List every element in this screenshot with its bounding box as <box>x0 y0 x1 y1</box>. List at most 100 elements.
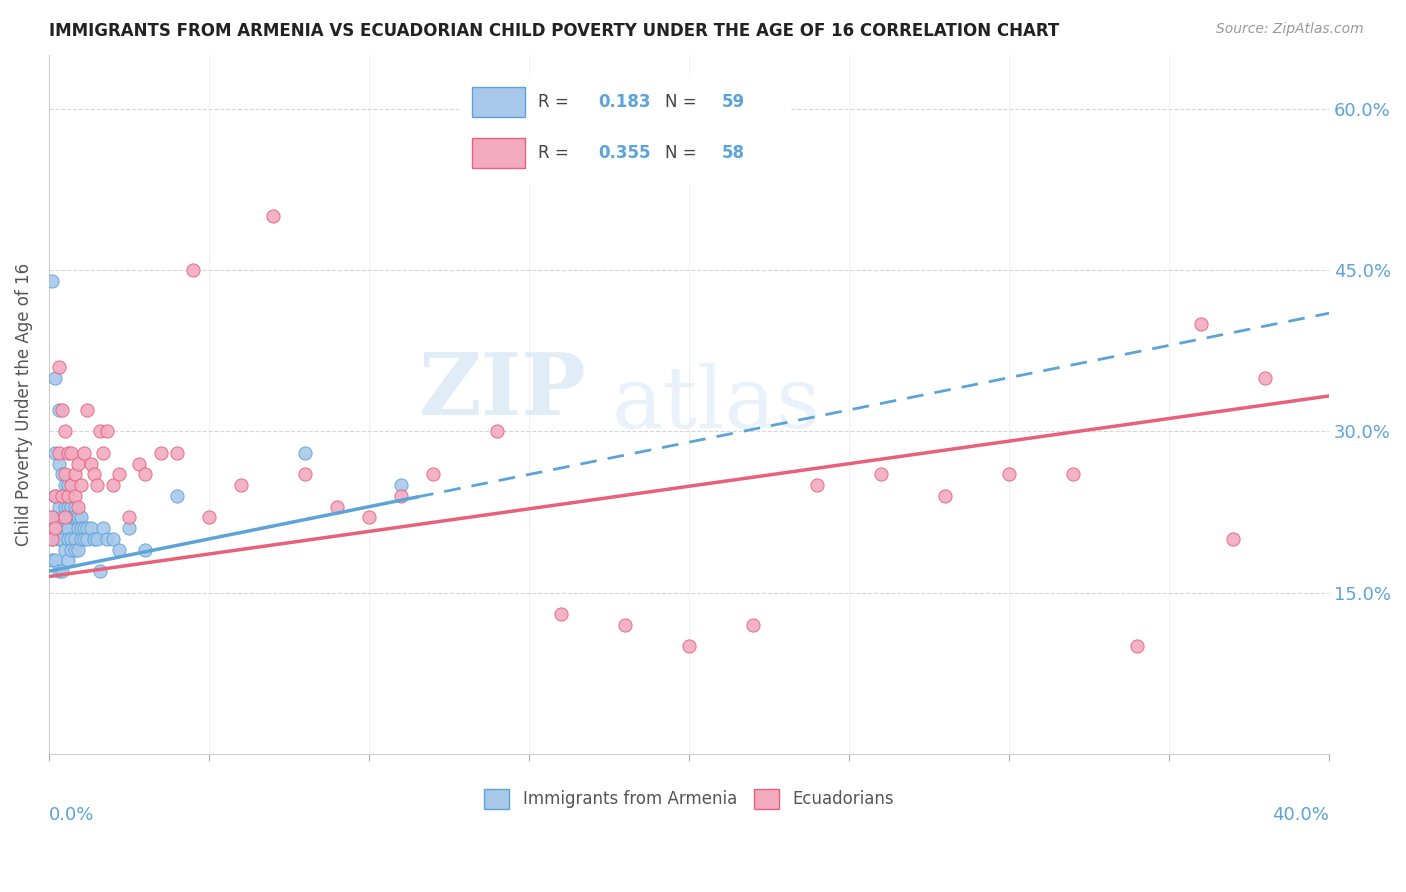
Point <box>48 457 70 471</box>
Point <box>51 564 73 578</box>
Point <box>41 510 63 524</box>
Point <box>181 263 204 277</box>
Point <box>614 618 637 632</box>
Text: Source: ZipAtlas.com: Source: ZipAtlas.com <box>1216 22 1364 37</box>
Point <box>41 532 63 546</box>
Point <box>63 489 86 503</box>
Y-axis label: Child Poverty Under the Age of 16: Child Poverty Under the Age of 16 <box>15 263 32 546</box>
Point <box>53 500 76 514</box>
Point <box>294 446 316 460</box>
Point <box>66 500 89 514</box>
Point <box>48 532 70 546</box>
Point <box>53 467 76 482</box>
Point <box>63 510 86 524</box>
Text: 40.0%: 40.0% <box>1272 806 1329 824</box>
Point <box>53 478 76 492</box>
Point <box>89 425 111 439</box>
Point <box>83 532 105 546</box>
Point <box>485 425 508 439</box>
Point <box>63 532 86 546</box>
Point <box>41 532 63 546</box>
Point <box>56 500 79 514</box>
Point <box>76 521 98 535</box>
Point <box>53 542 76 557</box>
Point <box>60 542 83 557</box>
Legend: Immigrants from Armenia, Ecuadorians: Immigrants from Armenia, Ecuadorians <box>478 782 900 815</box>
Point <box>60 500 83 514</box>
Point <box>550 607 572 622</box>
Point <box>96 532 118 546</box>
Point <box>89 564 111 578</box>
Point <box>44 370 66 384</box>
Point <box>422 467 444 482</box>
Point <box>56 553 79 567</box>
Point <box>53 521 76 535</box>
Point <box>70 532 93 546</box>
Point <box>60 532 83 546</box>
Text: IMMIGRANTS FROM ARMENIA VS ECUADORIAN CHILD POVERTY UNDER THE AGE OF 16 CORRELAT: IMMIGRANTS FROM ARMENIA VS ECUADORIAN CH… <box>49 22 1060 40</box>
Point <box>93 521 115 535</box>
Point <box>44 489 66 503</box>
Point <box>53 425 76 439</box>
Point <box>294 467 316 482</box>
Point <box>48 359 70 374</box>
Point <box>79 521 101 535</box>
Point <box>806 478 828 492</box>
Point <box>998 467 1021 482</box>
Point <box>56 532 79 546</box>
Point <box>70 478 93 492</box>
Point <box>70 510 93 524</box>
Point <box>1254 370 1277 384</box>
Point <box>66 510 89 524</box>
Point <box>86 532 108 546</box>
Point <box>44 521 66 535</box>
Point <box>73 521 96 535</box>
Point <box>678 640 700 654</box>
Point <box>60 510 83 524</box>
Point <box>56 478 79 492</box>
Text: 0.0%: 0.0% <box>49 806 94 824</box>
Point <box>56 446 79 460</box>
Point <box>108 542 131 557</box>
Point <box>48 500 70 514</box>
Point <box>48 446 70 460</box>
Point <box>60 478 83 492</box>
Text: ZIP: ZIP <box>419 349 586 433</box>
Point <box>83 467 105 482</box>
Point <box>166 489 188 503</box>
Point <box>96 425 118 439</box>
Point <box>44 553 66 567</box>
Point <box>1126 640 1149 654</box>
Point <box>128 457 150 471</box>
Point <box>66 542 89 557</box>
Text: atlas: atlas <box>612 363 821 446</box>
Point <box>63 542 86 557</box>
Point <box>134 542 156 557</box>
Point <box>73 532 96 546</box>
Point <box>51 510 73 524</box>
Point <box>134 467 156 482</box>
Point <box>41 553 63 567</box>
Point <box>326 500 349 514</box>
Point <box>51 467 73 482</box>
Point <box>149 446 172 460</box>
Point <box>934 489 956 503</box>
Point <box>118 510 141 524</box>
Point <box>101 532 124 546</box>
Point <box>60 446 83 460</box>
Point <box>262 210 284 224</box>
Point <box>63 467 86 482</box>
Point <box>63 500 86 514</box>
Point <box>389 478 412 492</box>
Point <box>53 510 76 524</box>
Point <box>79 457 101 471</box>
Point <box>48 564 70 578</box>
Point <box>1062 467 1084 482</box>
Point <box>66 457 89 471</box>
Point <box>198 510 221 524</box>
Point <box>44 446 66 460</box>
Point <box>51 403 73 417</box>
Point <box>742 618 765 632</box>
Point <box>101 478 124 492</box>
Point <box>44 489 66 503</box>
